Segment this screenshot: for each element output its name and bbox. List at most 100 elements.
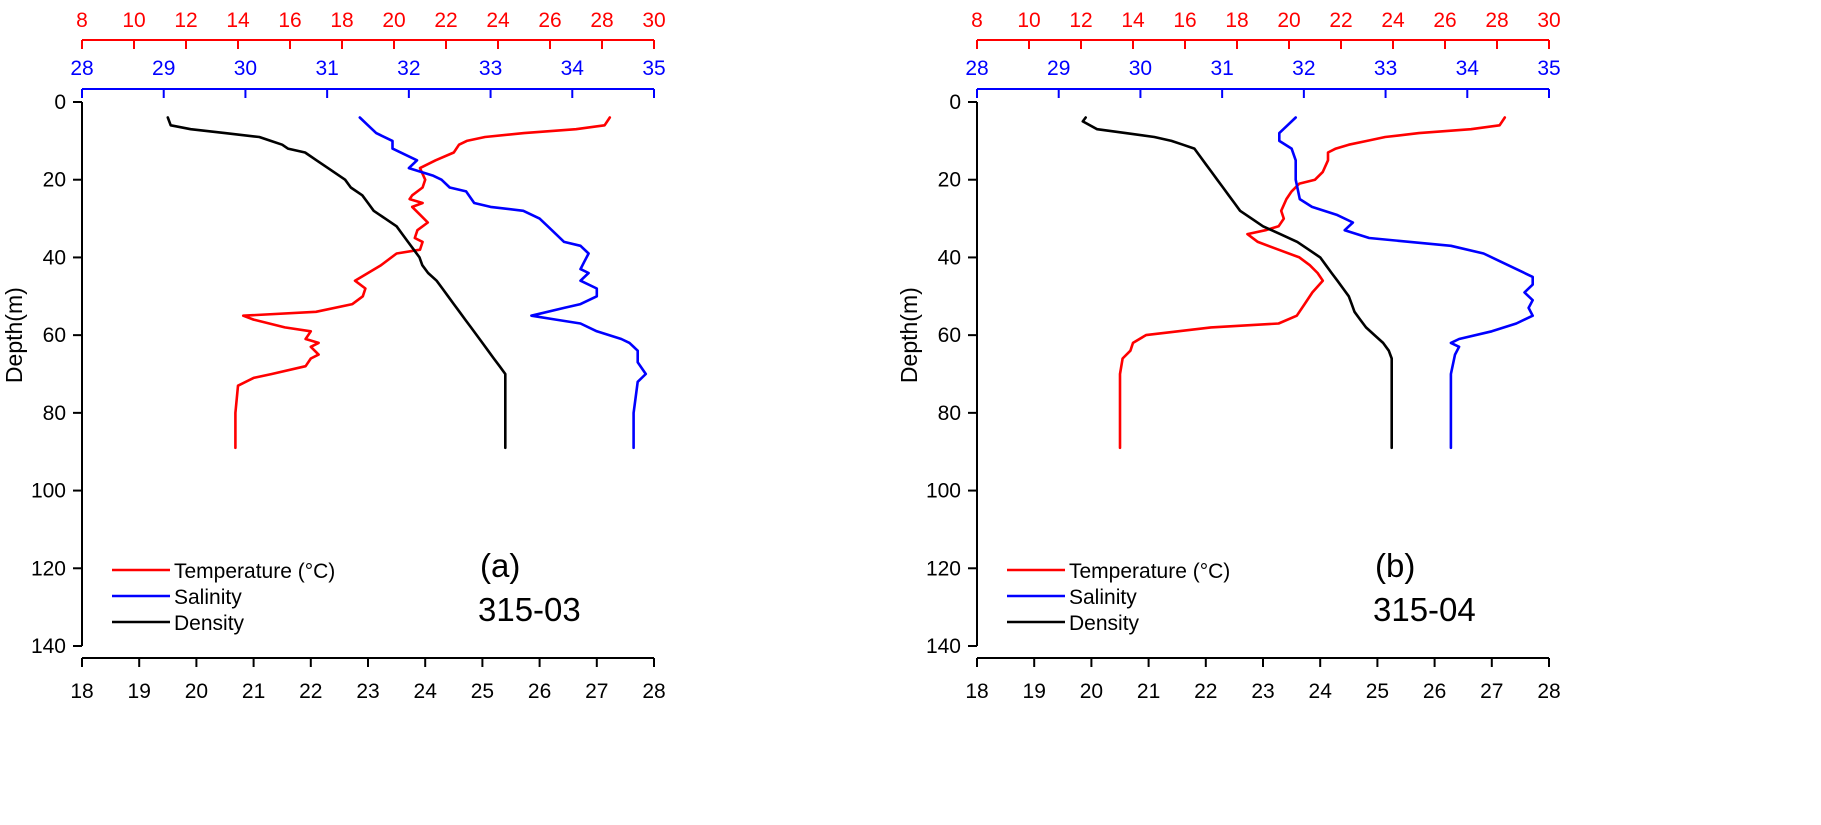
- depth-tick-label: 100: [31, 480, 66, 503]
- chart-panel-a: 8 10 12 14 16 18 20 22 24 26 28 30 28 29 30 31 32 33 34 35…: [1, 9, 666, 703]
- salinity-tick-label: 33: [479, 57, 502, 80]
- legend-label-salinity: Salinity: [1069, 586, 1137, 609]
- temperature-tick-label: 16: [278, 9, 301, 32]
- series-lines: [1081, 116, 1534, 450]
- temperature-tick-label: 14: [1121, 9, 1145, 32]
- legend: Temperature (°C) Salinity Density: [1007, 560, 1230, 635]
- depth-axis-label: Depth(m): [896, 287, 922, 383]
- temperature-tick-label: 26: [538, 9, 561, 32]
- temperature-tick-label: 22: [1329, 9, 1352, 32]
- density-axis: 18 19 20 21 22 23 24 25 26 27 28: [965, 657, 1561, 703]
- salinity-tick-label: 35: [642, 57, 665, 80]
- salinity-tick-label: 34: [1456, 57, 1480, 80]
- temperature-axis: 8 10 12 14 16 18 20 22 24 26 28 30: [76, 9, 666, 49]
- density-tick-label: 26: [1423, 680, 1446, 703]
- density-line: [166, 116, 507, 450]
- salinity-tick-label: 28: [70, 57, 93, 80]
- density-tick-label: 22: [299, 680, 322, 703]
- panel-label: (b): [1375, 547, 1415, 584]
- temperature-tick-label: 12: [174, 9, 197, 32]
- depth-tick-label: 20: [43, 169, 66, 192]
- depth-tick-label: 80: [43, 402, 66, 425]
- depth-tick-label: 120: [926, 557, 961, 580]
- salinity-tick-label: 32: [1292, 57, 1315, 80]
- density-tick-label: 18: [965, 680, 988, 703]
- temperature-tick-label: 30: [1537, 9, 1560, 32]
- density-tick-label: 28: [642, 680, 665, 703]
- legend-label-temperature: Temperature (°C): [1069, 560, 1230, 583]
- salinity-tick-label: 33: [1374, 57, 1397, 80]
- chart-panel-b: 8 10 12 14 16 18 20 22 24 26 28 30 28 29 30 31 32 33 34 35…: [896, 9, 1561, 703]
- legend-label-density: Density: [174, 612, 245, 635]
- temperature-tick-label: 20: [382, 9, 405, 32]
- density-tick-label: 19: [128, 680, 151, 703]
- temperature-tick-label: 30: [642, 9, 665, 32]
- station-label: 315-04: [1373, 591, 1476, 628]
- density-tick-label: 23: [1251, 680, 1274, 703]
- salinity-tick-label: 28: [965, 57, 988, 80]
- temperature-tick-label: 14: [226, 9, 250, 32]
- density-tick-label: 25: [1366, 680, 1389, 703]
- salinity-line: [1278, 116, 1534, 450]
- depth-tick-label: 120: [31, 557, 66, 580]
- salinity-tick-label: 30: [1129, 57, 1152, 80]
- density-tick-label: 25: [471, 680, 494, 703]
- depth-axis: 0 20 40 60 80 100 120 140: [31, 91, 83, 658]
- density-tick-label: 21: [1137, 680, 1160, 703]
- density-tick-label: 19: [1023, 680, 1046, 703]
- salinity-tick-label: 35: [1537, 57, 1560, 80]
- salinity-axis: 28 29 30 31 32 33 34 35: [965, 57, 1561, 98]
- legend: Temperature (°C) Salinity Density: [112, 560, 335, 635]
- density-tick-label: 23: [356, 680, 379, 703]
- salinity-tick-label: 34: [561, 57, 585, 80]
- legend-label-temperature: Temperature (°C): [174, 560, 335, 583]
- legend-label-density: Density: [1069, 612, 1140, 635]
- temperature-tick-label: 8: [76, 9, 88, 32]
- depth-tick-label: 0: [54, 91, 66, 114]
- density-tick-label: 21: [242, 680, 265, 703]
- density-axis: 18 19 20 21 22 23 24 25 26 27 28: [70, 657, 666, 703]
- depth-tick-label: 80: [938, 402, 961, 425]
- depth-tick-label: 60: [938, 324, 961, 347]
- density-tick-label: 28: [1537, 680, 1560, 703]
- salinity-tick-label: 32: [397, 57, 420, 80]
- panel-label: (a): [480, 547, 520, 584]
- temperature-tick-label: 20: [1277, 9, 1300, 32]
- density-tick-label: 27: [1480, 680, 1503, 703]
- depth-tick-label: 0: [949, 91, 961, 114]
- depth-tick-label: 40: [938, 246, 961, 269]
- depth-tick-label: 140: [926, 635, 961, 658]
- density-tick-label: 24: [1309, 680, 1333, 703]
- temperature-tick-label: 16: [1173, 9, 1196, 32]
- temperature-line: [234, 116, 612, 450]
- density-tick-label: 26: [528, 680, 551, 703]
- temperature-tick-label: 26: [1433, 9, 1456, 32]
- depth-axis: 0 20 40 60 80 100 120 140: [926, 91, 978, 658]
- salinity-line: [358, 116, 648, 450]
- salinity-tick-label: 30: [234, 57, 257, 80]
- salinity-tick-label: 29: [152, 57, 175, 80]
- salinity-tick-label: 31: [315, 57, 338, 80]
- temperature-tick-label: 18: [1225, 9, 1248, 32]
- salinity-tick-label: 31: [1210, 57, 1233, 80]
- temperature-tick-label: 8: [971, 9, 983, 32]
- depth-tick-label: 60: [43, 324, 66, 347]
- depth-tick-label: 40: [43, 246, 66, 269]
- density-tick-label: 20: [185, 680, 208, 703]
- density-tick-label: 27: [585, 680, 608, 703]
- density-tick-label: 24: [414, 680, 438, 703]
- depth-tick-label: 140: [31, 635, 66, 658]
- temperature-tick-label: 22: [434, 9, 457, 32]
- density-line: [1081, 116, 1393, 450]
- depth-tick-label: 20: [938, 169, 961, 192]
- depth-tick-label: 100: [926, 480, 961, 503]
- station-label: 315-03: [478, 591, 581, 628]
- legend-label-salinity: Salinity: [174, 586, 242, 609]
- salinity-tick-label: 29: [1047, 57, 1070, 80]
- series-lines: [166, 116, 648, 450]
- temperature-tick-label: 24: [1381, 9, 1405, 32]
- temperature-line: [1118, 116, 1507, 450]
- density-tick-label: 22: [1194, 680, 1217, 703]
- temperature-tick-label: 24: [486, 9, 510, 32]
- salinity-axis: 28 29 30 31 32 33 34 35: [70, 57, 666, 98]
